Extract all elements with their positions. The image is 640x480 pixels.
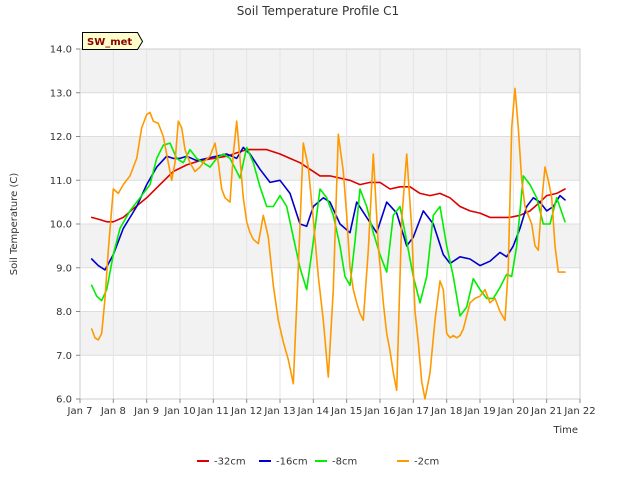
y-tick-label: 7.0 [56,351,72,362]
x-tick-label: Jan 15 [330,406,362,417]
x-tick-label: Jan 17 [397,406,429,417]
chart-title: Soil Temperature Profile C1 [237,4,399,18]
legend-item: -8cm [315,457,357,468]
site-badge-shape [82,32,144,50]
legend-label: -32cm [214,457,246,468]
y-tick-label: 13.0 [50,88,72,99]
x-axis: Jan 7 Jan 8 Jan 9 Jan 10 Jan 11 Jan 12 Jan 13 J… [67,399,596,417]
legend-label: -16cm [276,457,308,468]
y-tick-label: 6.0 [56,395,72,406]
y-tick-label: 8.0 [56,307,72,318]
plot-band [80,224,580,268]
series-line-minus-32cm [90,148,566,223]
x-tick-label: Jan 7 [67,406,93,417]
x-axis-title: Time [553,425,578,436]
x-tick-label: Jan 13 [263,406,295,417]
x-tick-label: Jan 12 [230,406,262,417]
x-tick-label: Jan 11 [197,406,229,417]
x-tick-label: Jan 14 [297,406,329,417]
legend-item: -16cm [259,457,308,468]
x-tick-label: Jan 8 [100,406,126,417]
y-tick-label: 12.0 [50,132,72,143]
x-tick-label: Jan 16 [363,406,395,417]
x-tick-label: Jan 18 [430,406,462,417]
legend-item: -2cm [397,457,439,468]
x-tick-label: Jan 19 [463,406,495,417]
y-axis: 6.0 7.0 8.0 9.0 10.0 11.0 12.0 13.0 14.0 [50,45,80,406]
plot-band [80,136,580,181]
plot-band [80,49,580,93]
x-tick-label: Jan 20 [497,406,529,417]
plot-bands [80,49,580,356]
legend-label: -8cm [332,457,357,468]
legend-item: -32cm [197,457,246,468]
legend-label: -2cm [414,457,439,468]
series-layer [90,87,566,400]
x-tick-label: Jan 9 [133,406,159,417]
y-tick-label: 14.0 [50,45,72,56]
site-badge-label: SW_met [87,37,132,48]
site-badge: SW_met [82,32,144,50]
y-tick-label: 10.0 [50,220,72,231]
y-tick-label: 9.0 [56,263,72,274]
legend: -32cm -16cm -8cm -2cm [197,457,439,468]
y-axis-title: Soil Temperature (C) [9,173,20,276]
series-line-minus-2cm [90,87,566,400]
x-tick-label: Jan 21 [530,406,562,417]
x-tick-label: Jan 22 [563,406,595,417]
x-tick-label: Jan 10 [163,406,195,417]
y-tick-label: 11.0 [50,176,72,187]
series-line-minus-8cm [90,142,566,317]
